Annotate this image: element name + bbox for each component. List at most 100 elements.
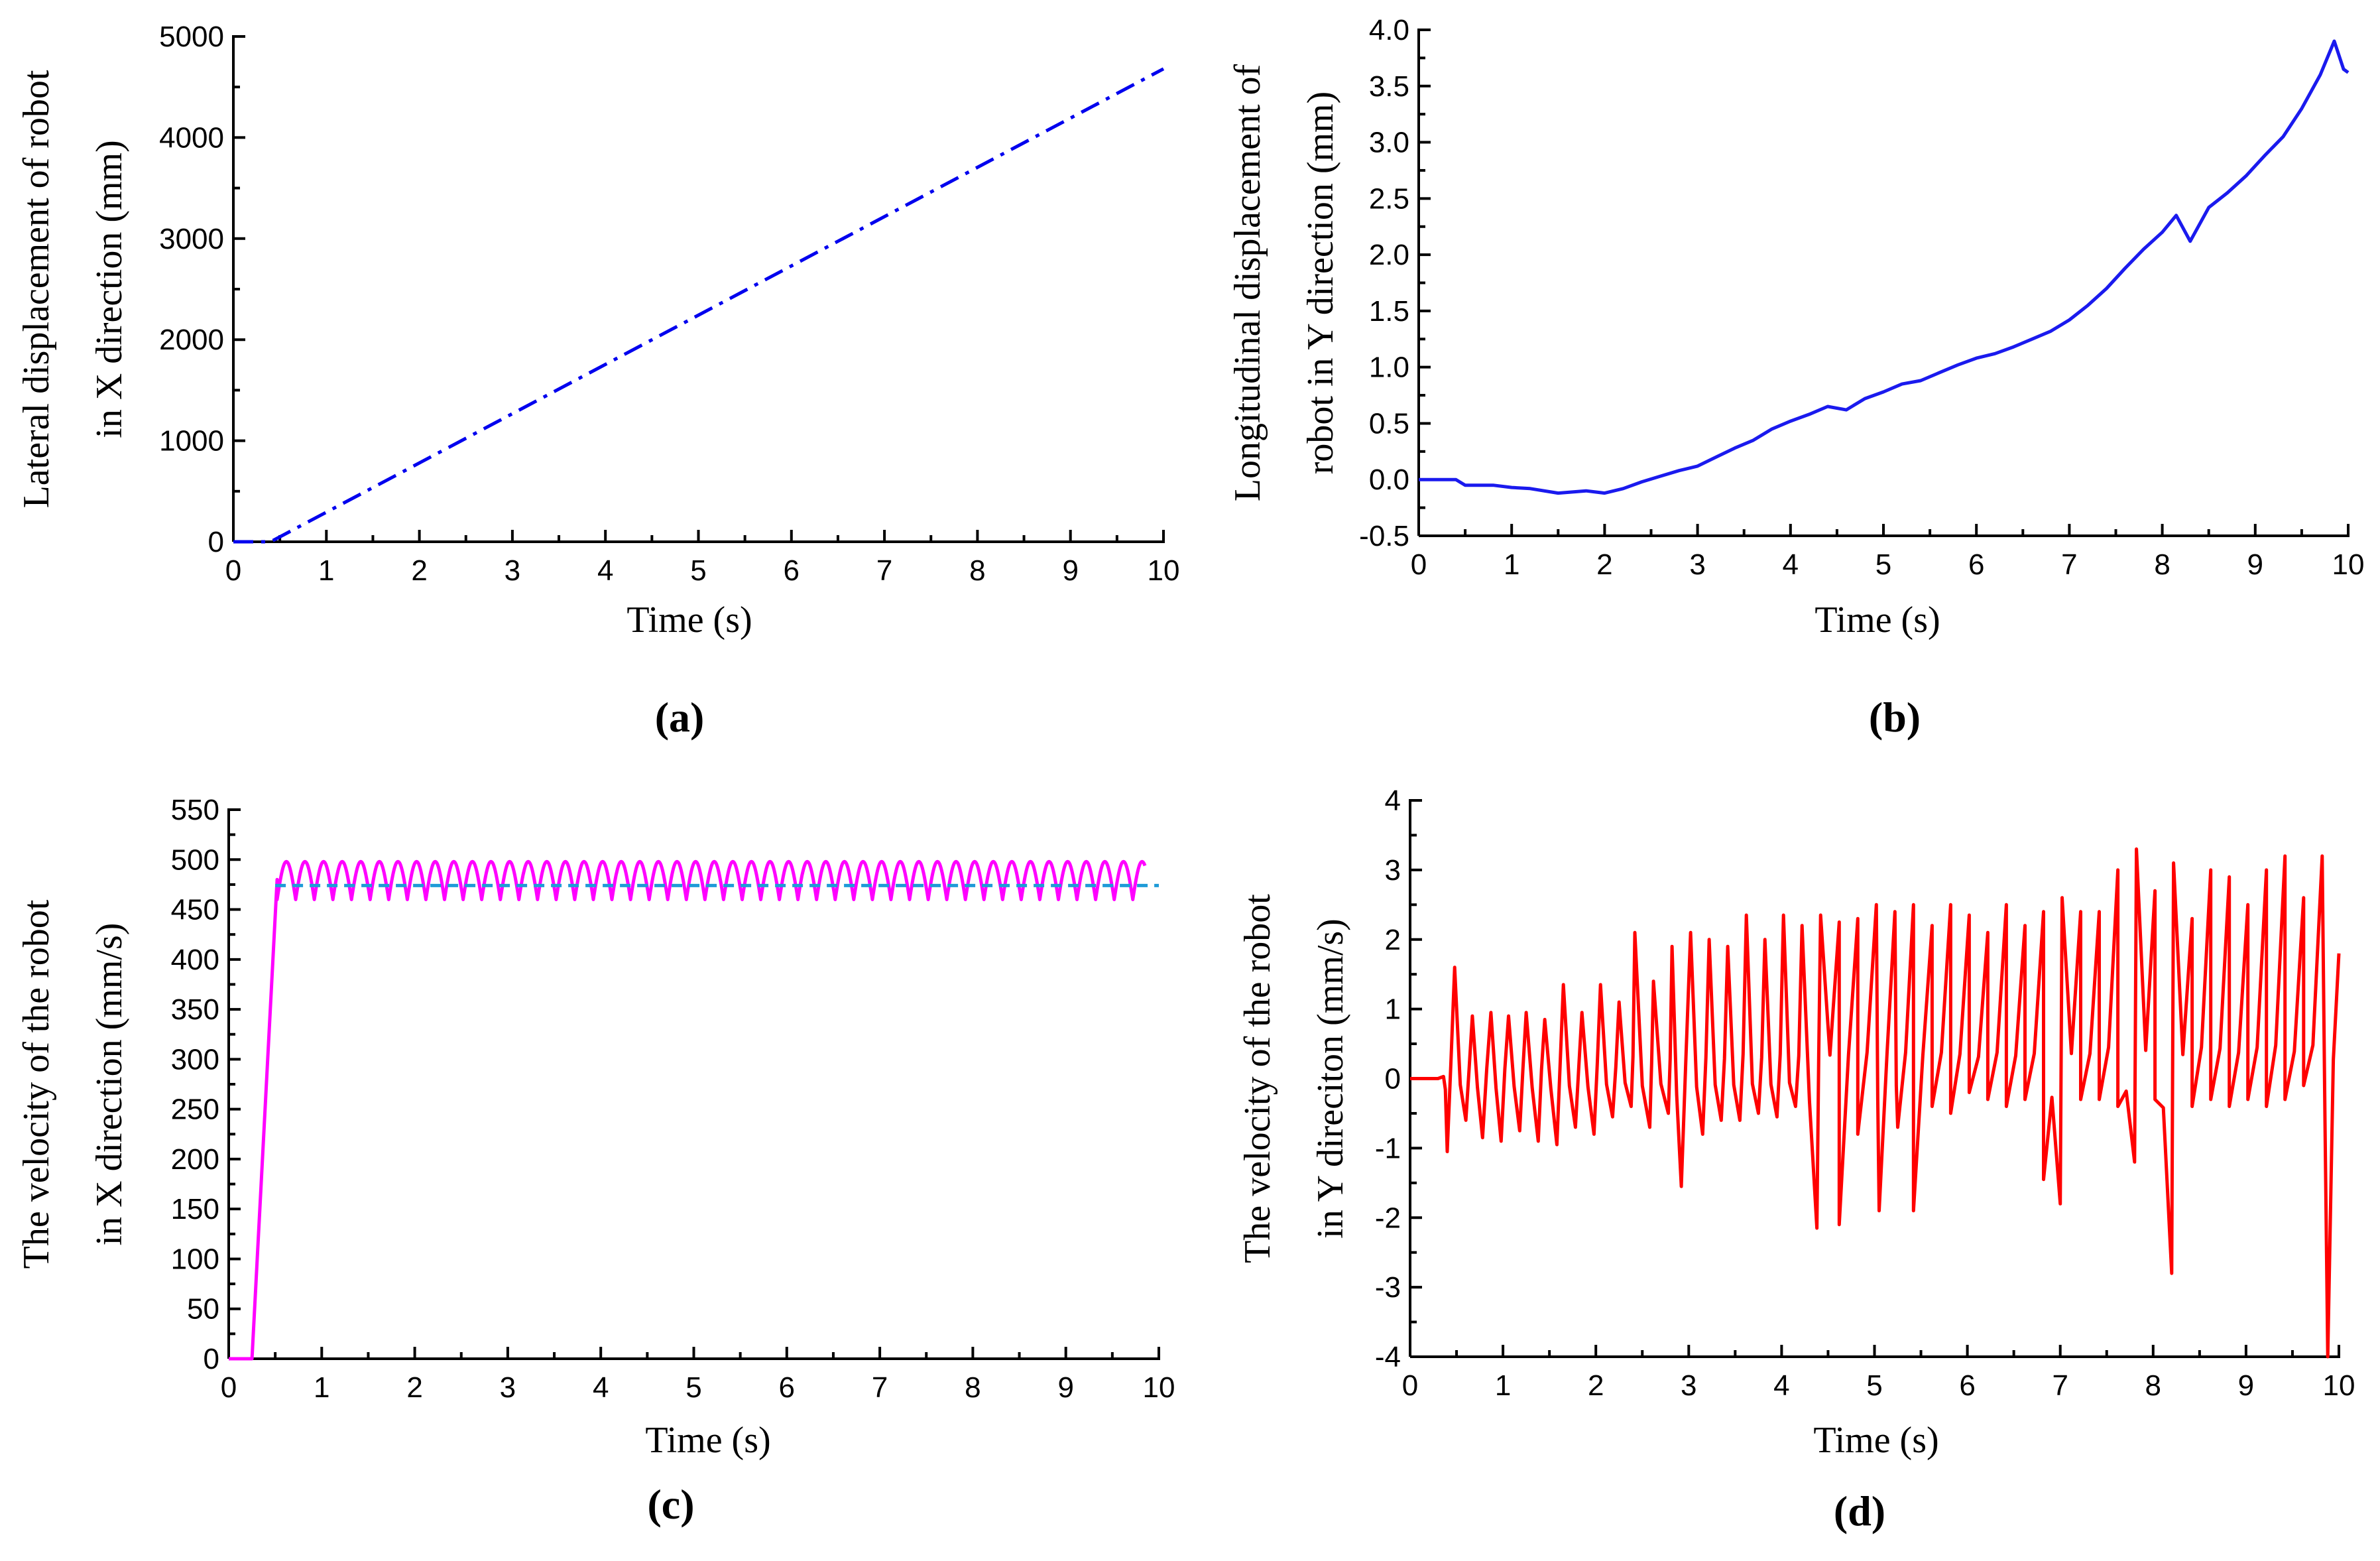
x-tick-label: 9 <box>1057 1371 1073 1404</box>
x-tick-label: 0 <box>221 1371 237 1404</box>
panel-b: 0 1 2 3 4 5 6 7 8 9 10 -0.5 0.0 0.5 1.0 1.5 2.0 2.5 3.0 3.5… <box>1227 14 2364 741</box>
y-tick-label: 3.5 <box>1369 70 1409 103</box>
series-line-x-displacement <box>233 67 1165 544</box>
y-tick-label: 550 <box>171 794 219 826</box>
panel-c: 0 1 2 3 4 5 6 7 8 9 100501001502002503003504004505… <box>16 794 1175 1528</box>
panel-label: (a) <box>655 694 705 741</box>
x-tick-label: 2 <box>406 1371 422 1404</box>
x-tick-label: 5 <box>685 1371 701 1404</box>
y-tick-label: 2.5 <box>1369 182 1409 215</box>
y-tick-label: 200 <box>171 1143 219 1176</box>
x-tick-label: 4 <box>1773 1369 1789 1402</box>
y-tick-label: 500 <box>171 843 219 876</box>
x-tick-label: 7 <box>2052 1369 2068 1402</box>
x-tick-label: 4 <box>593 1371 609 1404</box>
y-tick-label: -4 <box>1375 1341 1401 1373</box>
y-tick-label: 5000 <box>159 21 224 53</box>
x-tick-label: 6 <box>784 554 800 587</box>
x-tick-label: 2 <box>1588 1369 1604 1402</box>
x-tick-label: 7 <box>2061 548 2077 581</box>
x-tick-label: 8 <box>965 1371 981 1404</box>
y-tick-label: 3.0 <box>1369 127 1409 159</box>
x-tick-label: 8 <box>2154 548 2170 581</box>
y-tick-label: 150 <box>171 1193 219 1225</box>
x-tick-label: 10 <box>1148 554 1180 587</box>
panel-a: 0 1 2 3 4 5 6 7 8 9 10 0 1000 2000 3000 4000 5000 Time (s… <box>16 21 1179 741</box>
y-axis-title-line: in X direction (mm/s) <box>89 923 130 1246</box>
x-tick-label: 7 <box>872 1371 888 1404</box>
x-tick-label: 0 <box>1402 1369 1418 1402</box>
y-tick-label: 0.0 <box>1369 464 1409 496</box>
y-tick-label: 2.0 <box>1369 239 1409 271</box>
x-tick-label: 5 <box>1875 548 1891 581</box>
series-line-y-displacement <box>1419 39 2350 495</box>
panel-d: 0 1 2 3 4 5 6 7 8 9 10 -4 -3 -2 -1 0 1 2 3 4 Time (s) The vel… <box>1237 784 2355 1534</box>
y-axis-title-line: robot in Y direction (mm) <box>1300 92 1341 475</box>
x-tick-label: 2 <box>1596 548 1612 581</box>
y-tick-label: 1000 <box>159 425 224 458</box>
x-axis-title: Time (s) <box>626 599 752 641</box>
y-tick-label: 3 <box>1385 854 1401 887</box>
y-tick-label: 3000 <box>159 223 224 255</box>
x-tick-label: 0 <box>1411 548 1427 581</box>
y-tick-label: 300 <box>171 1043 219 1076</box>
y-tick-label: 2000 <box>159 324 224 356</box>
panel-label: (d) <box>1834 1487 1885 1534</box>
y-axis-title-line: The velocity of the robot <box>16 899 57 1269</box>
y-tick-label: 100 <box>171 1243 219 1275</box>
y-tick-label: -2 <box>1375 1202 1401 1234</box>
x-tick-label: 8 <box>969 554 985 587</box>
x-tick-label: 7 <box>876 554 892 587</box>
y-tick-label: -3 <box>1375 1271 1401 1304</box>
x-tick-label: 3 <box>1689 548 1705 581</box>
x-tick-label: 4 <box>1783 548 1799 581</box>
y-axis-title-line: Longitudinal displacement of <box>1227 64 1268 501</box>
x-tick-label: 3 <box>505 554 520 587</box>
y-tick-label: 450 <box>171 894 219 926</box>
x-tick-label: 1 <box>314 1371 329 1404</box>
x-tick-label: 10 <box>1143 1371 1175 1404</box>
series-line-x-velocity <box>229 859 1147 1361</box>
y-tick-label: 4.0 <box>1369 14 1409 46</box>
x-tick-label: 6 <box>779 1371 795 1404</box>
y-tick-label: 0 <box>208 526 224 558</box>
y-tick-label: 250 <box>171 1093 219 1126</box>
y-tick-label: -0.5 <box>1359 520 1409 552</box>
panel-label: (b) <box>1869 694 1921 741</box>
y-tick-label: 4000 <box>159 121 224 154</box>
x-tick-label: 10 <box>2332 548 2365 581</box>
x-tick-label: 5 <box>690 554 706 587</box>
y-axis-title-line: The velocity of the robot <box>1237 894 1278 1263</box>
x-tick-label: 9 <box>2247 548 2263 581</box>
x-tick-label: 2 <box>411 554 427 587</box>
x-tick-label: 10 <box>2323 1369 2355 1402</box>
x-tick-label: 6 <box>1959 1369 1975 1402</box>
y-tick-label: 50 <box>187 1293 219 1326</box>
y-tick-label: 350 <box>171 993 219 1026</box>
panel-label: (c) <box>647 1481 694 1528</box>
series-line-y-velocity <box>1410 847 2341 1359</box>
x-tick-label: 4 <box>597 554 613 587</box>
y-axis-title-line: in X direction (mm) <box>89 140 130 438</box>
x-tick-label: 9 <box>2238 1369 2254 1402</box>
x-tick-label: 6 <box>1968 548 1984 581</box>
y-tick-label: 1 <box>1385 993 1401 1026</box>
y-tick-label: 400 <box>171 944 219 976</box>
y-axis-title-line: in Y direciton (mm/s) <box>1310 918 1351 1239</box>
y-tick-label: 0.5 <box>1369 407 1409 440</box>
y-tick-label: 4 <box>1385 784 1401 817</box>
y-tick-label: 1.0 <box>1369 351 1409 384</box>
y-tick-label: 1.5 <box>1369 295 1409 328</box>
x-axis-title: Time (s) <box>1813 1420 1938 1461</box>
y-tick-label: -1 <box>1375 1132 1401 1164</box>
x-tick-label: 1 <box>318 554 334 587</box>
y-tick-label: 0 <box>204 1343 219 1375</box>
x-tick-label: 8 <box>2145 1369 2161 1402</box>
x-tick-label: 5 <box>1866 1369 1882 1402</box>
x-tick-label: 3 <box>500 1371 516 1404</box>
x-axis-title: Time (s) <box>645 1420 770 1461</box>
x-axis-title: Time (s) <box>1815 599 1940 641</box>
y-axis-title-line: Lateral displacement of robot <box>16 70 57 508</box>
x-tick-label: 1 <box>1495 1369 1511 1402</box>
